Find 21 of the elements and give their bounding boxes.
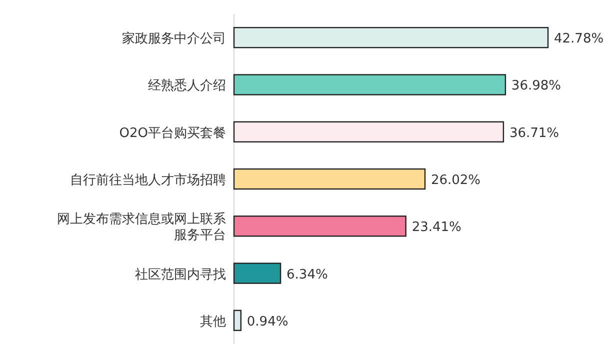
data-label: 36.98% — [511, 78, 562, 94]
y-tick-label: 自行前往当地人才市场招聘 — [70, 173, 226, 188]
bar — [233, 168, 426, 190]
data-label: 0.94% — [246, 314, 288, 330]
data-label: 26.02% — [430, 173, 481, 188]
y-tick-label: O2O平台购买套餐 — [119, 126, 226, 141]
y-tick-label: 其他 — [200, 314, 226, 330]
bar — [233, 262, 282, 284]
y-tick-label: 网上发布需求信息或网上联系服务平台 — [57, 212, 226, 244]
y-tick-label: 社区范围内寻找 — [135, 267, 226, 282]
data-label: 23.41% — [412, 220, 462, 236]
bar — [233, 26, 549, 48]
y-tick-label: 家政服务中介公司 — [122, 30, 226, 47]
data-label: 6.34% — [286, 267, 328, 282]
bar — [233, 310, 242, 332]
bar — [233, 121, 504, 142]
bar — [233, 74, 506, 96]
data-label: 36.71% — [509, 126, 560, 141]
bar — [233, 216, 406, 237]
data-label: 42.78% — [554, 32, 604, 47]
y-tick-label: 经熟悉人介绍 — [148, 78, 226, 94]
